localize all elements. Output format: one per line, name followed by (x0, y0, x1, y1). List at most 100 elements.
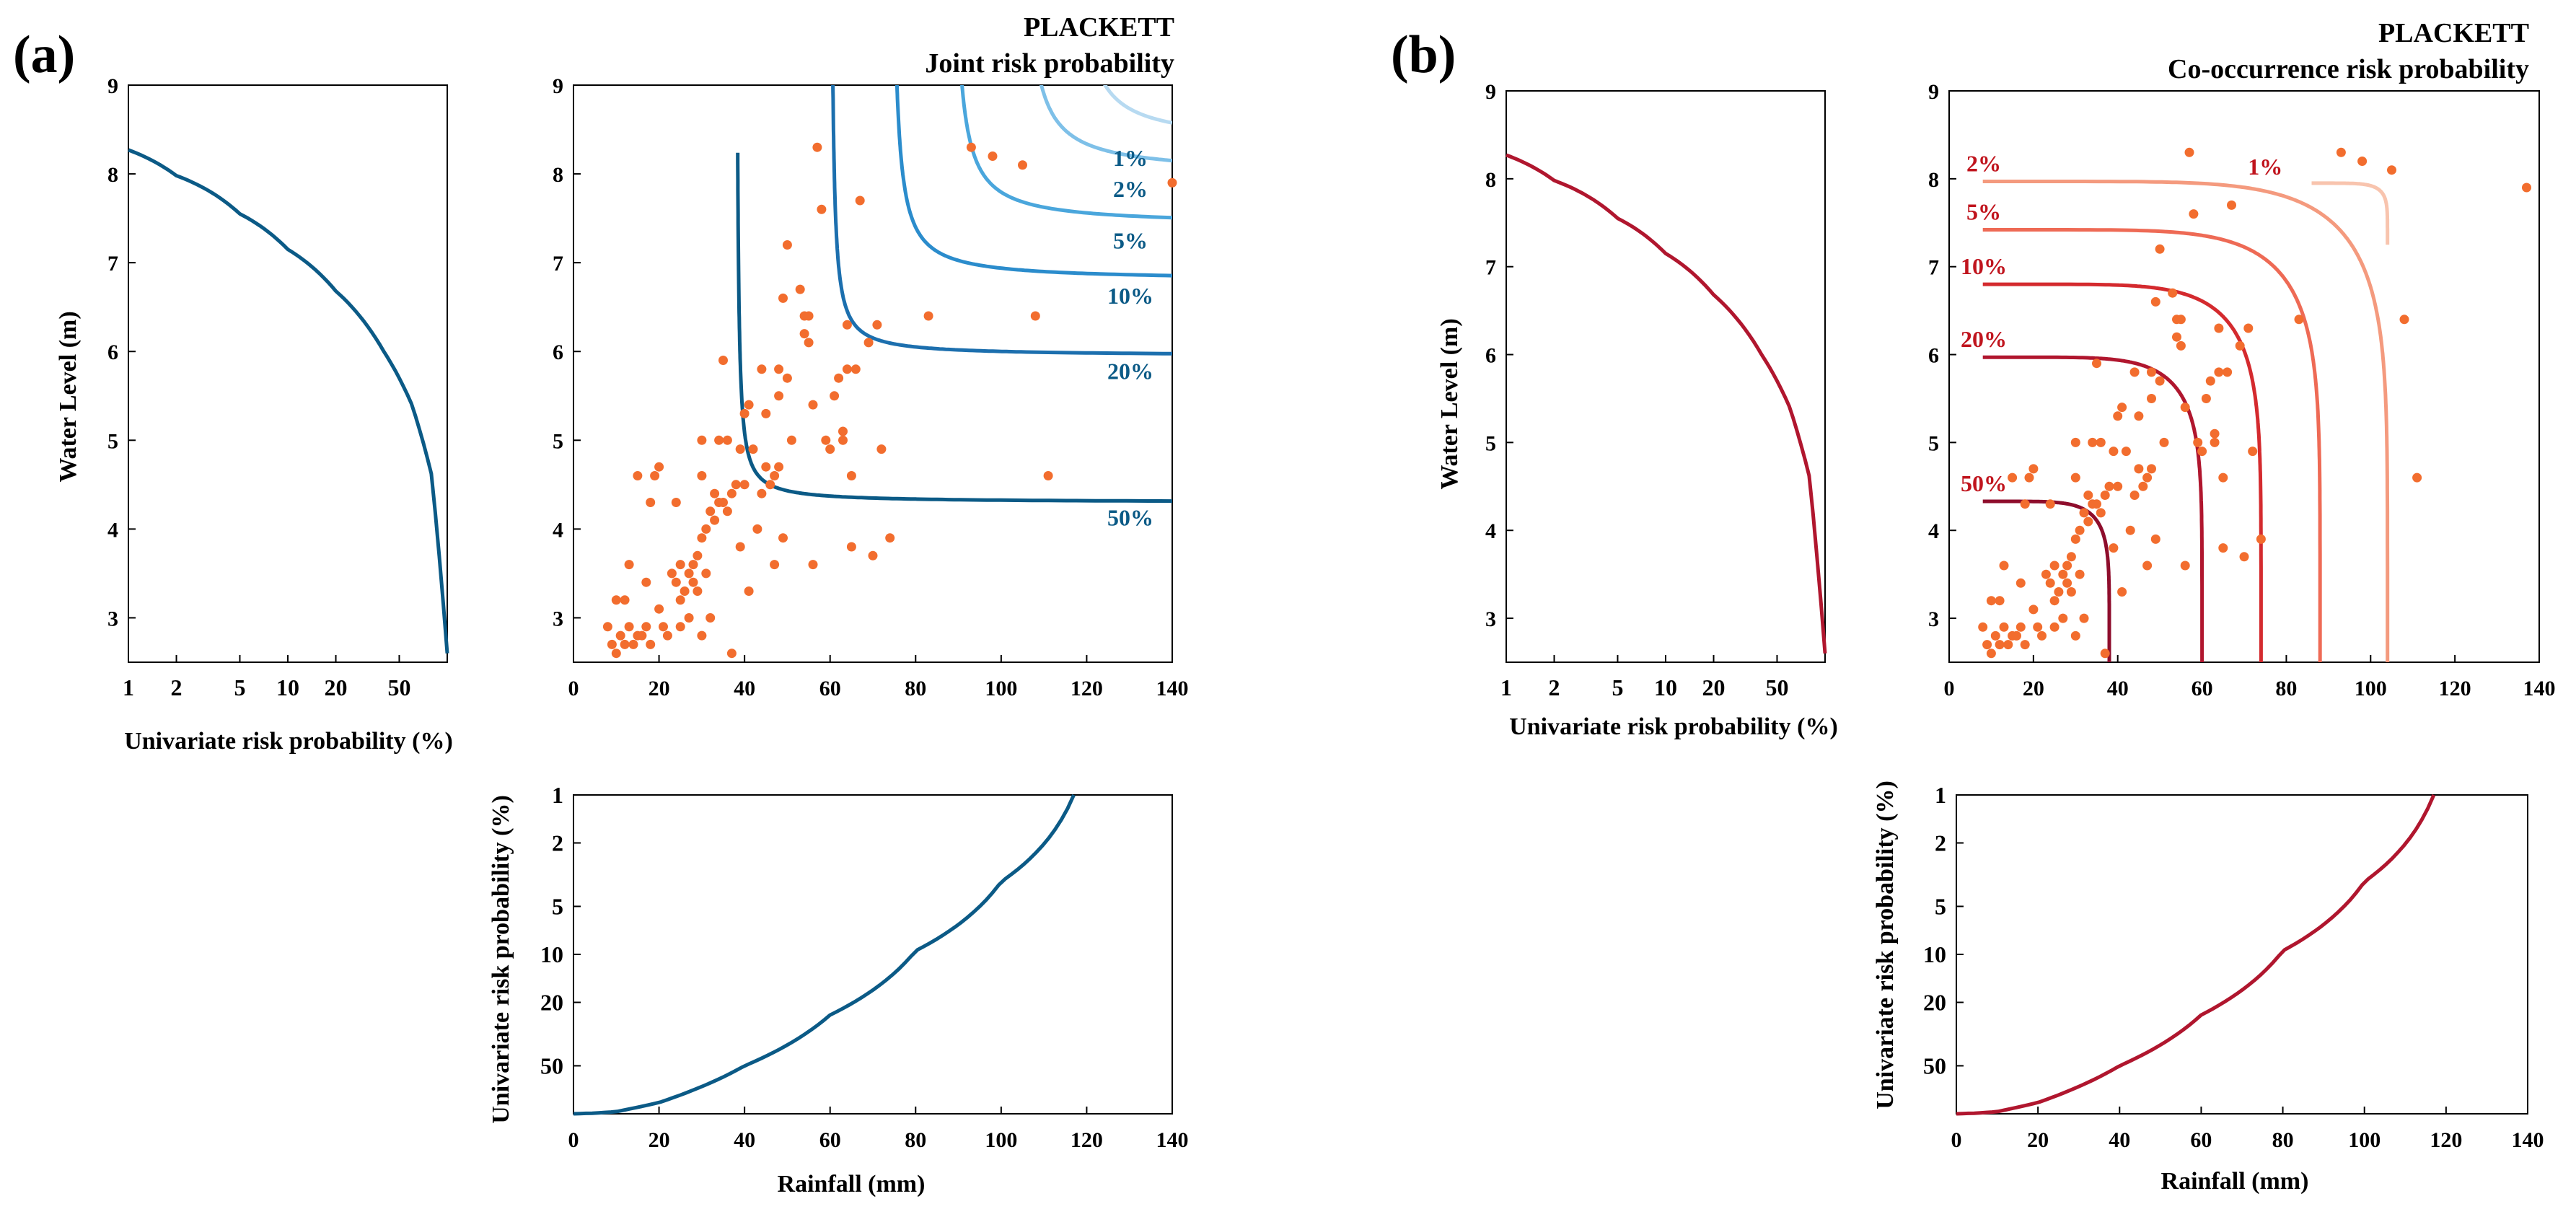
plot-frame (573, 84, 1173, 663)
x-tick-label: 120 (2439, 677, 2471, 700)
data-point (2008, 472, 2018, 483)
data-point (705, 506, 716, 517)
data-point (671, 498, 681, 507)
y-tick-label: 7 (553, 252, 563, 276)
data-point (2070, 630, 2080, 641)
scatter-points (1978, 147, 2531, 659)
data-point (2172, 332, 2181, 342)
y-tick-label: 5 (107, 429, 118, 453)
data-point (2066, 552, 2076, 562)
data-point (1043, 471, 1053, 480)
x-tick-label: 2 (171, 674, 183, 700)
data-point (602, 622, 612, 632)
data-point (688, 560, 698, 570)
data-point (2142, 561, 2153, 571)
data-point (863, 338, 874, 348)
data-point (2155, 376, 2165, 386)
data-point (757, 488, 767, 498)
data-point (671, 577, 681, 587)
data-point (838, 426, 848, 436)
data-point (2015, 578, 2026, 588)
y-tick-label: 2 (1935, 830, 1946, 856)
contour-label: 20% (1961, 326, 2007, 352)
data-point (850, 364, 861, 374)
data-point (842, 320, 852, 330)
rainfall-curve-plot: 0 20 40 60 80 100 120 140 1 2 5 10 20 50 (1923, 782, 2544, 1152)
data-point (2227, 200, 2236, 210)
contour-label: 5% (1113, 227, 1148, 253)
y-tick-label: 4 (553, 518, 563, 542)
main-title: Co-occurrence risk probability (2168, 54, 2529, 84)
data-point (966, 142, 976, 152)
data-point (2412, 472, 2422, 483)
data-point (765, 480, 775, 490)
data-point (2049, 596, 2060, 606)
data-point (2235, 340, 2245, 351)
data-point (659, 622, 668, 632)
y-tick-label: 7 (1485, 256, 1496, 280)
scatter-points (602, 142, 1177, 659)
data-point (2134, 411, 2144, 421)
data-point (710, 488, 720, 498)
data-point (812, 142, 822, 152)
data-point (885, 533, 895, 543)
data-point (2003, 640, 2013, 650)
data-point (2113, 411, 2123, 421)
x-tick-label: 20 (2023, 677, 2044, 700)
contour-lines (736, 85, 1172, 504)
data-point (2138, 481, 2148, 491)
data-point (705, 613, 716, 623)
plot-frame (573, 794, 1173, 1115)
data-point (2142, 472, 2153, 483)
contour-label: 2% (1966, 151, 2001, 177)
data-point (752, 524, 762, 534)
y-tick-label: 6 (1928, 344, 1939, 368)
data-point (646, 639, 656, 649)
y-tick-label: 6 (1485, 344, 1496, 368)
data-point (834, 373, 844, 383)
data-point (1995, 640, 2005, 650)
data-point (2168, 288, 2178, 298)
data-point (2037, 630, 2047, 641)
data-point (2088, 437, 2098, 447)
data-point (739, 408, 749, 418)
x-tick-label: 120 (1071, 677, 1103, 700)
univariate-xlabel: Univariate risk probability (%) (1509, 713, 1838, 740)
y-tick-label: 3 (1485, 607, 1496, 631)
data-point (2336, 147, 2346, 157)
data-point (697, 435, 707, 445)
data-point (726, 649, 737, 659)
x-tick-label: 120 (1071, 1128, 1103, 1152)
data-point (718, 356, 728, 365)
x-tick-label: 140 (2512, 1128, 2544, 1152)
data-point (641, 577, 651, 587)
water-level-curve-plot: 3 4 5 6 7 8 9 1 2 5 10 20 50 (1485, 80, 1827, 700)
data-point (748, 444, 758, 454)
data-point (2357, 157, 2368, 166)
y-tick-label: 1 (1935, 782, 1946, 808)
data-point (2024, 472, 2034, 483)
data-point (799, 329, 809, 339)
data-point (2223, 367, 2233, 377)
data-point (2205, 376, 2215, 386)
data-point (744, 400, 754, 410)
contour-1% (1103, 85, 1172, 125)
x-tick-label: 140 (1156, 677, 1189, 700)
x-tick-label: 50 (1765, 674, 1788, 700)
x-tick-label: 60 (2192, 677, 2213, 700)
data-point (1995, 596, 2005, 606)
y-tick-label: 2 (552, 830, 563, 856)
data-point (697, 533, 707, 543)
data-point (2049, 561, 2060, 571)
data-point (2159, 437, 2169, 447)
data-point (2113, 481, 2123, 491)
x-tick-label: 80 (2275, 677, 2297, 700)
data-point (2201, 394, 2211, 403)
data-point (2033, 622, 2043, 632)
contour-label: 1% (2248, 154, 2282, 180)
contour-lines (1982, 180, 2390, 662)
x-tick-label: 1 (123, 674, 134, 700)
contour-label: 2% (1113, 176, 1148, 202)
data-point (2218, 543, 2228, 553)
data-point (628, 639, 638, 649)
